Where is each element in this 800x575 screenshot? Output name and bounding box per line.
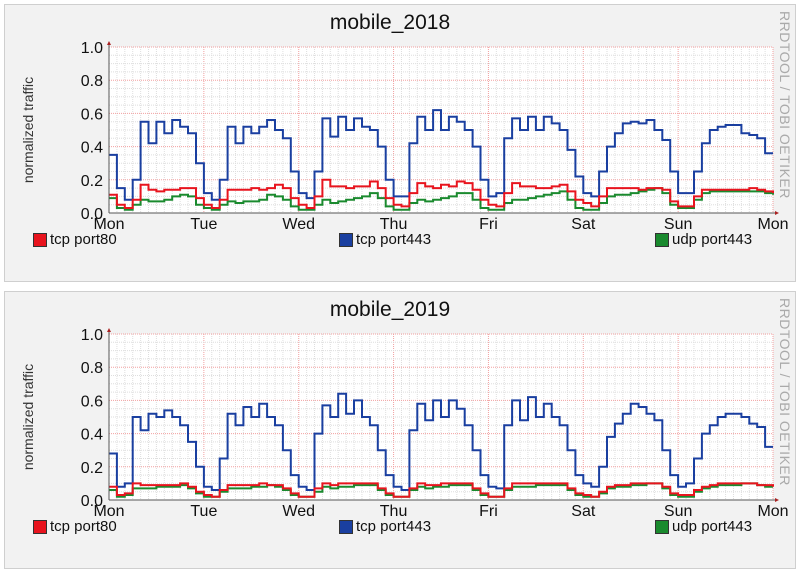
watermark: RRDTOOL / TOBI OETIKER bbox=[777, 11, 793, 199]
plot-2018: 0.0 0.2 0.4 0.6 0.8 1.0 Mon Tue Wed Thu Fri Sat Sun M… bbox=[20, 40, 789, 233]
x-tick-label: Mon bbox=[93, 216, 124, 233]
chart-panel-2019: mobile_2019 RRDTOOL / TOBI OETIKER 0.0 0.… bbox=[4, 291, 796, 569]
series-line-tcp-port80 bbox=[109, 178, 774, 209]
legend-swatch bbox=[339, 519, 353, 534]
x-tick-label: Tue bbox=[190, 216, 217, 233]
y-tick-label: 0.8 bbox=[81, 73, 103, 90]
legend-label: tcp port443 bbox=[356, 231, 432, 248]
x-tick-label: Sat bbox=[571, 503, 596, 520]
legend-label: udp port443 bbox=[672, 518, 753, 535]
y-tick-label: 0.0 bbox=[81, 206, 103, 223]
watermark: RRDTOOL / TOBI OETIKER bbox=[777, 298, 793, 486]
y-axis-label: normalized traffic bbox=[20, 364, 36, 470]
x-axis-arrow bbox=[775, 498, 779, 502]
legend-swatch bbox=[339, 232, 353, 247]
x-tick-label: Mon bbox=[757, 503, 788, 520]
y-tick-label: 0.6 bbox=[81, 106, 103, 123]
chart-title: mobile_2018 bbox=[329, 11, 451, 34]
x-tick-label: Sat bbox=[571, 216, 596, 233]
legend-label: tcp port80 bbox=[50, 518, 117, 535]
legend-item-tcp-port443: tcp port443 bbox=[339, 518, 431, 535]
chart-title: mobile_2019 bbox=[329, 298, 451, 321]
series-line-tcp-port80 bbox=[109, 482, 774, 498]
x-tick-label: Thu bbox=[380, 216, 408, 233]
x-axis-arrow bbox=[775, 211, 779, 215]
x-tick-label: Mon bbox=[93, 503, 124, 520]
legend-item-udp-port443: udp port443 bbox=[655, 518, 752, 535]
legend-label: tcp port443 bbox=[356, 518, 432, 535]
legend-swatch bbox=[655, 232, 669, 247]
y-axis-label: normalized traffic bbox=[20, 77, 36, 183]
x-tick-label: Fri bbox=[479, 503, 498, 520]
y-tick-label: 0.4 bbox=[81, 427, 103, 444]
plot-2019: 0.0 0.2 0.4 0.6 0.8 1.0 Mon Tue Wed Thu Fri Sat Sun M… bbox=[20, 327, 789, 520]
y-tick-label: 0.8 bbox=[81, 360, 103, 377]
y-tick-label: 0.2 bbox=[81, 460, 103, 477]
legend-item-tcp-port443: tcp port443 bbox=[339, 231, 431, 248]
series-line-tcp-port443 bbox=[109, 109, 773, 201]
x-tick-label: Fri bbox=[479, 216, 498, 233]
x-tick-label: Tue bbox=[190, 503, 217, 520]
y-axis-arrow bbox=[107, 328, 111, 332]
x-tick-label: Wed bbox=[282, 503, 315, 520]
legend-swatch bbox=[33, 232, 47, 247]
y-tick-label: 1.0 bbox=[81, 40, 103, 57]
y-tick-label: 0.6 bbox=[81, 393, 103, 410]
legend-item-tcp-port80: tcp port80 bbox=[33, 231, 117, 248]
x-tick-label: Sun bbox=[664, 503, 692, 520]
x-tick-label: Wed bbox=[282, 216, 315, 233]
series-line-tcp-port443 bbox=[109, 392, 773, 491]
legend-label: tcp port80 bbox=[50, 231, 117, 248]
y-tick-label: 1.0 bbox=[81, 327, 103, 344]
legend-item-udp-port443: udp port443 bbox=[655, 231, 752, 248]
x-tick-label: Sun bbox=[664, 216, 692, 233]
y-axis-arrow bbox=[107, 41, 111, 45]
y-tick-label: 0.4 bbox=[81, 140, 103, 157]
legend-label: udp port443 bbox=[672, 231, 753, 248]
x-tick-label: Thu bbox=[380, 503, 408, 520]
legend-swatch bbox=[655, 519, 669, 534]
chart-panel-2018: mobile_2018 RRDTOOL / TOBI OETIKER 0.0 0.… bbox=[4, 4, 796, 282]
y-tick-label: 0.2 bbox=[81, 173, 103, 190]
legend-swatch bbox=[33, 519, 47, 534]
y-tick-label: 0.0 bbox=[81, 493, 103, 510]
x-tick-label: Mon bbox=[757, 216, 788, 233]
legend-item-tcp-port80: tcp port80 bbox=[33, 518, 117, 535]
